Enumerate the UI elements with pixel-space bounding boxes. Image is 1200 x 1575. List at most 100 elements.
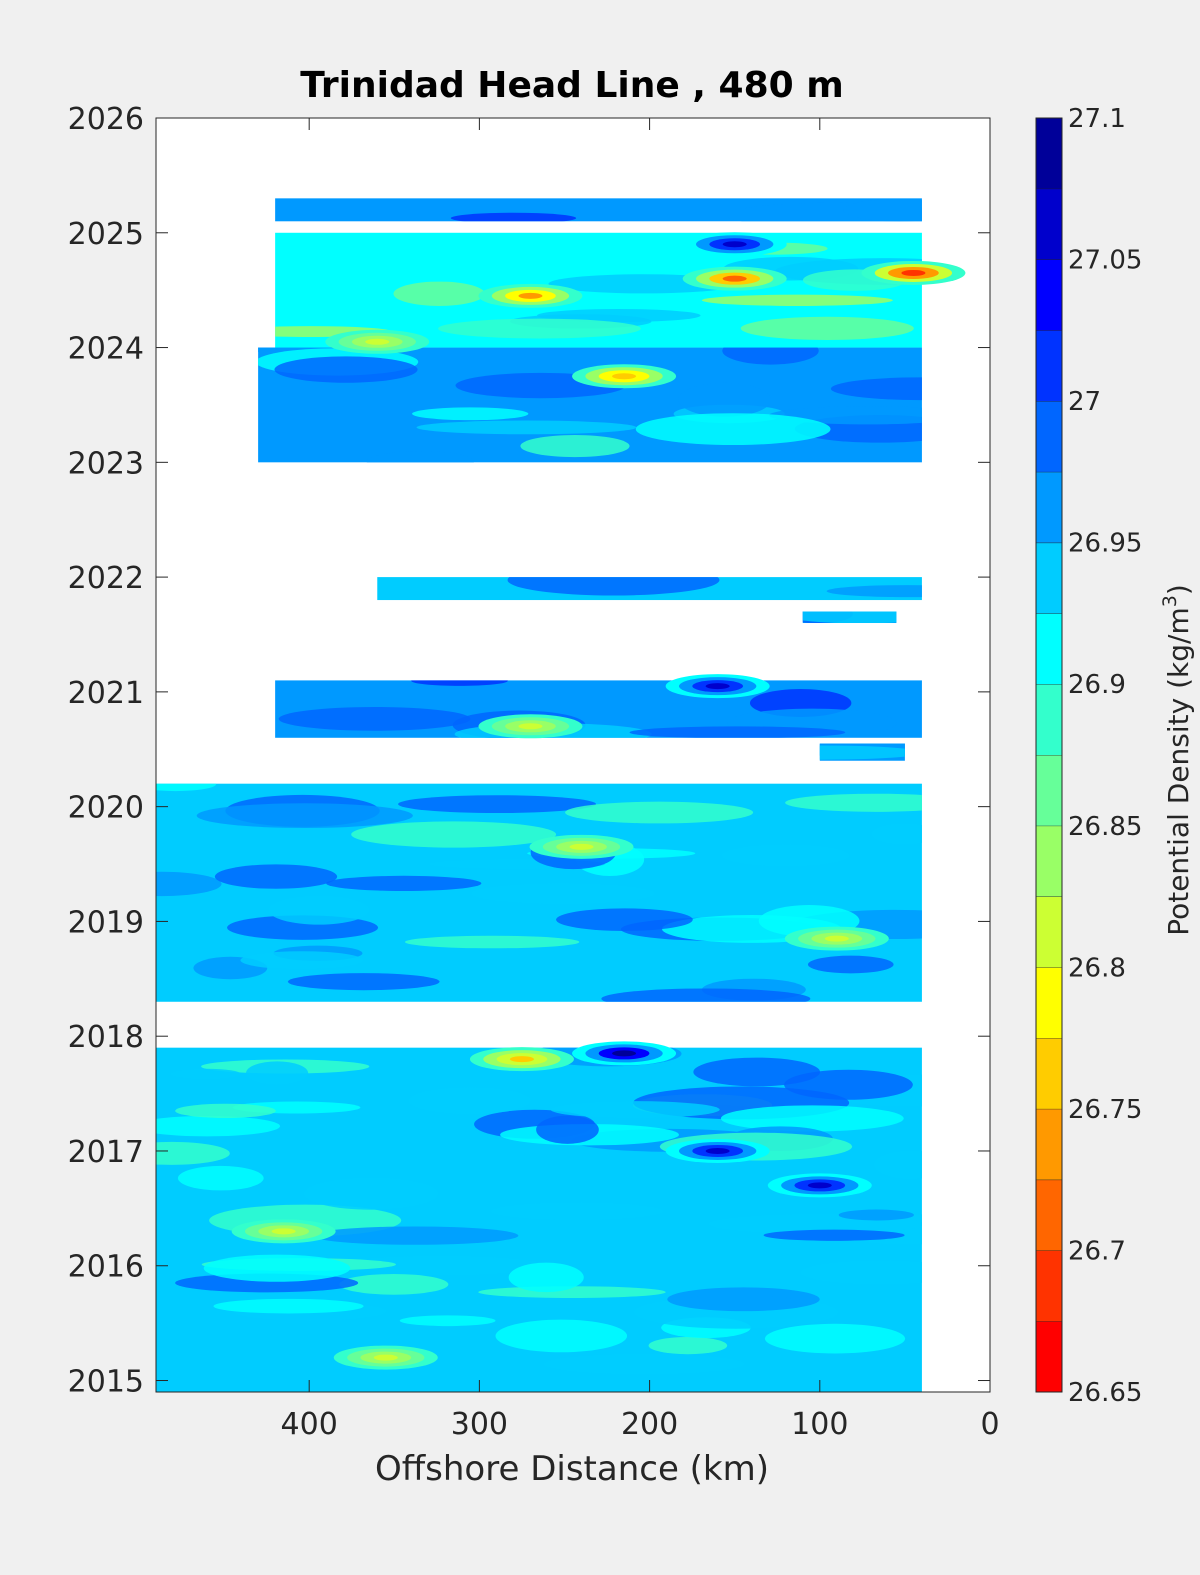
density-patch <box>843 199 922 222</box>
density-patch <box>785 793 922 812</box>
density-patch <box>508 1262 584 1293</box>
anomaly-contour <box>722 275 747 282</box>
y-tick-label: 2026 <box>68 102 144 137</box>
colorbar-segment <box>1036 1321 1062 1392</box>
anomaly-contour <box>705 1147 730 1154</box>
density-patch <box>351 821 557 848</box>
anomaly-contour <box>705 683 730 690</box>
density-anomaly <box>231 1219 336 1244</box>
density-anomaly <box>682 232 787 257</box>
colorbar-segment <box>1036 330 1062 402</box>
x-tick-label: 400 <box>281 1407 338 1442</box>
colorbar-tick-label: 26.95 <box>1068 529 1142 559</box>
density-patch <box>720 1105 904 1132</box>
density-anomaly <box>325 329 430 354</box>
density-patch <box>156 871 222 897</box>
density-patch <box>214 864 338 889</box>
band-texture <box>507 577 922 598</box>
density-anomaly <box>682 266 787 291</box>
colorbar-segment <box>1036 1179 1062 1251</box>
colorbar-frame <box>1035 117 1063 1393</box>
anomaly-contour <box>373 1354 398 1361</box>
density-patch <box>635 413 831 446</box>
density-anomaly <box>767 1173 872 1198</box>
colorbar-segment <box>1036 542 1062 614</box>
density-anomaly <box>469 1047 574 1072</box>
colorbar <box>1036 117 1062 1392</box>
colorbar-segment <box>1036 825 1062 897</box>
colorbar-segment <box>1036 188 1062 260</box>
density-patch <box>601 988 811 1002</box>
density-patch <box>303 1177 439 1210</box>
colorbar-tick-label: 26.9 <box>1068 670 1126 700</box>
density-patch <box>565 801 754 824</box>
density-patch <box>764 1323 906 1354</box>
density-patch <box>203 1254 351 1282</box>
y-tick-label: 2017 <box>68 1135 144 1170</box>
density-patch <box>411 680 508 686</box>
density-patch <box>213 1298 364 1314</box>
colorbar-tick-label: 26.7 <box>1068 1236 1126 1266</box>
colorbar-tick-label: 27.1 <box>1068 104 1126 134</box>
density-patch <box>326 875 482 892</box>
density-patch <box>240 951 364 970</box>
density-anomaly <box>333 1345 438 1370</box>
colorbar-tick-label: 27 <box>1068 387 1101 417</box>
density-patch <box>678 382 772 417</box>
density-patch <box>450 212 577 222</box>
colorbar-tick-label: 26.65 <box>1068 1378 1142 1408</box>
density-patch <box>311 1226 519 1245</box>
density-patch <box>838 1209 914 1221</box>
x-ticks-layer: 400 300 200 100 0 <box>281 118 1000 1442</box>
density-patch <box>873 1150 922 1180</box>
colorbar-segment <box>1036 896 1062 968</box>
density-anomaly <box>665 1138 770 1163</box>
density-patch <box>156 1141 230 1165</box>
plot-frame <box>155 117 991 1393</box>
colorbar-tick-label: 26.75 <box>1068 1095 1142 1125</box>
colorbar-segment <box>1036 684 1062 755</box>
anomaly-contour <box>824 935 849 942</box>
density-anomaly <box>572 364 677 389</box>
density-patch <box>520 435 630 458</box>
density-patch <box>175 1103 276 1118</box>
y-tick-label: 2021 <box>68 676 144 711</box>
density-patch <box>807 955 894 974</box>
density-patch <box>819 745 905 760</box>
band-texture <box>819 743 905 760</box>
density-patch <box>826 585 922 598</box>
anomaly-contour <box>612 373 637 380</box>
density-patch <box>177 1165 264 1191</box>
x-axis-label: Offshore Distance (km) <box>375 1449 769 1489</box>
density-anomaly <box>529 834 634 859</box>
colorbar-tick-label: 26.85 <box>1068 812 1142 842</box>
density-patch <box>412 407 529 421</box>
density-patch <box>536 1115 599 1144</box>
density-anomaly <box>784 926 889 951</box>
density-patch <box>398 795 596 814</box>
anomaly-contour <box>612 1050 637 1057</box>
density-patch <box>740 316 914 340</box>
density-patch <box>871 823 922 845</box>
density-patch <box>629 726 846 738</box>
colorbar-segment <box>1036 471 1062 543</box>
density-patch <box>800 1260 922 1285</box>
colorbar-ticks-layer: 27.1 27.05 27 26.95 26.9 26.85 26.8 26.75 26.7 26… <box>1068 104 1142 1408</box>
density-patch <box>802 611 897 624</box>
y-tick-label: 2025 <box>68 217 144 252</box>
chart-title: Trinidad Head Line , 480 m <box>300 65 843 106</box>
colorbar-label-main: Potential Density (kg/m <box>1162 607 1195 936</box>
band-texture <box>802 611 897 624</box>
density-patch <box>339 1274 449 1295</box>
density-patch <box>693 1057 821 1087</box>
density-patch <box>543 1353 745 1375</box>
density-patch <box>721 844 850 867</box>
y-tick-label: 2024 <box>68 332 144 367</box>
anomaly-contour <box>722 241 747 248</box>
density-patch <box>287 973 440 991</box>
density-patch <box>274 356 418 383</box>
density-patch <box>170 1068 241 1080</box>
colorbar-segment <box>1036 1108 1062 1180</box>
y-tick-label: 2023 <box>68 446 144 481</box>
